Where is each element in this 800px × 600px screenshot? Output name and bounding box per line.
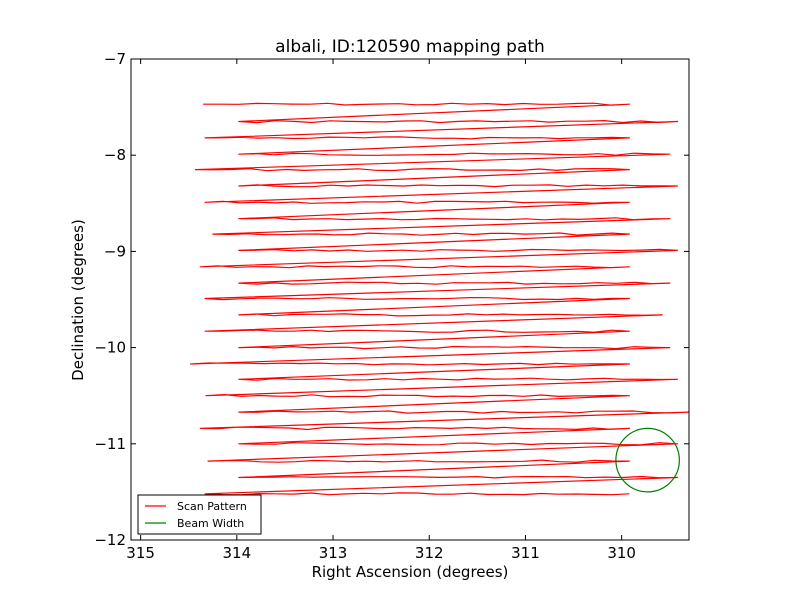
y-tick-label: −8 bbox=[104, 146, 126, 164]
x-tick-label: 311 bbox=[511, 544, 540, 562]
x-axis: 315 314 313 312 311 310 bbox=[126, 59, 636, 562]
y-tick-label: −11 bbox=[94, 435, 126, 453]
x-tick-label: 313 bbox=[319, 544, 348, 562]
scan-pattern-path bbox=[190, 102, 689, 496]
legend-box bbox=[137, 494, 262, 535]
plot-area bbox=[130, 58, 690, 541]
chart-title: albali, ID:120590 mapping path bbox=[275, 37, 545, 57]
legend-label-scan-pattern: Scan Pattern bbox=[177, 500, 247, 513]
y-tick-label: −12 bbox=[94, 531, 126, 549]
data-layer bbox=[190, 102, 689, 496]
x-tick-label: 312 bbox=[415, 544, 444, 562]
y-axis: −7 −8 −9 −10 −11 −12 bbox=[94, 50, 689, 549]
plot-frame bbox=[130, 58, 690, 541]
x-tick-label: 314 bbox=[223, 544, 252, 562]
beam-width-circle bbox=[615, 427, 680, 493]
y-tick-label: −7 bbox=[104, 50, 126, 68]
y-tick-label: −9 bbox=[104, 242, 126, 260]
legend: Scan Pattern Beam Width bbox=[137, 494, 262, 535]
x-axis-label: Right Ascension (degrees) bbox=[312, 563, 509, 581]
x-tick-label: 315 bbox=[126, 544, 155, 562]
y-tick-label: −10 bbox=[94, 339, 126, 357]
x-tick-label: 310 bbox=[607, 544, 636, 562]
y-axis-label: Declination (degrees) bbox=[69, 219, 87, 381]
legend-label-beam-width: Beam Width bbox=[177, 517, 244, 530]
